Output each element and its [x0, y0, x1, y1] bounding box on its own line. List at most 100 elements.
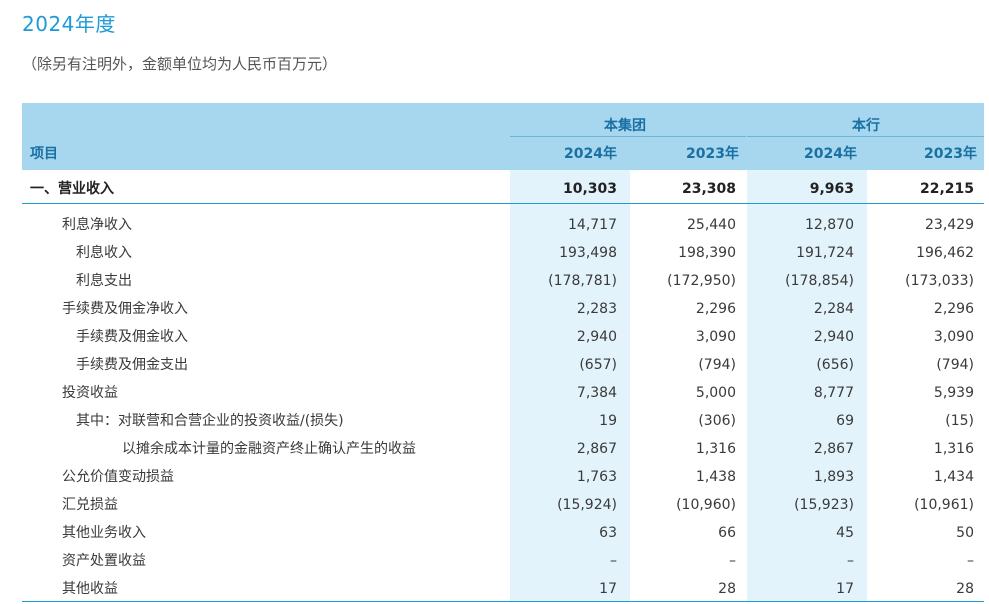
cell-value: 3,090 [933, 329, 974, 345]
cell-value: 28 [956, 581, 974, 597]
table-row: 手续费及佣金支出 (657) (794) (656) (794) [22, 351, 984, 379]
unit-note: （除另有注明外，金额单位均为人民币百万元） [22, 55, 338, 73]
row-label: 资产处置收益 [62, 553, 146, 569]
cell-value: 10,303 [562, 181, 617, 197]
cell-value: 28 [718, 581, 736, 597]
cell-value: 7,384 [576, 385, 617, 401]
cell-value: 9,963 [809, 181, 854, 197]
row-label: 利息支出 [76, 273, 132, 289]
table-row: 公允价值变动损益 1,763 1,438 1,893 1,434 [22, 463, 984, 491]
cell-value: 19 [599, 413, 617, 429]
group-2024-highlight [510, 103, 630, 601]
cell-value: 1,763 [576, 469, 617, 485]
cell-value: 196,462 [916, 245, 974, 261]
row-label: 其他业务收入 [62, 525, 146, 541]
row-label: 手续费及佣金净收入 [62, 301, 188, 317]
row-label: 利息收入 [76, 245, 132, 261]
cell-value: 198,390 [678, 245, 736, 261]
row-label: 一、营业收入 [30, 181, 114, 197]
cell-value: 5,000 [695, 385, 736, 401]
group-divider [510, 136, 746, 137]
cell-value: 193,498 [559, 245, 617, 261]
cell-value: 1,438 [695, 469, 736, 485]
table-row: 一、营业收入 10,303 23,308 9,963 22,215 [22, 175, 984, 203]
cell-value: 45 [836, 525, 854, 541]
top-rule [22, 203, 984, 204]
cell-value: (172,950) [667, 273, 736, 289]
table-row: 投资收益 7,384 5,000 8,777 5,939 [22, 379, 984, 407]
cell-value: 1,316 [933, 441, 974, 457]
cell-value: 22,215 [919, 181, 974, 197]
header-bank-2024: 2024年 [804, 146, 857, 162]
cell-value: 1,893 [813, 469, 854, 485]
table-row: 手续费及佣金收入 2,940 3,090 2,940 3,090 [22, 323, 984, 351]
table-row: 手续费及佣金净收入 2,283 2,296 2,284 2,296 [22, 295, 984, 323]
row-label: 其他收益 [62, 581, 118, 597]
cell-value: 5,939 [933, 385, 974, 401]
table-row: 汇兑损益 (15,924) (10,960) (15,923) (10,961) [22, 491, 984, 519]
cell-value: 191,724 [796, 245, 854, 261]
cell-value: (794) [698, 357, 736, 373]
cell-value: (173,033) [905, 273, 974, 289]
bank-divider [747, 136, 984, 137]
header-group-2023: 2023年 [686, 146, 739, 162]
cell-value: 23,308 [681, 181, 736, 197]
cell-value: (794) [936, 357, 974, 373]
cell-value: (178,854) [785, 273, 854, 289]
cell-value: 2,867 [576, 441, 617, 457]
cell-value: (15,923) [794, 497, 854, 513]
table-row: 其他收益 17 28 17 28 [22, 575, 984, 603]
cell-value: 66 [718, 525, 736, 541]
row-label: 手续费及佣金收入 [76, 329, 188, 345]
cell-value: – [729, 553, 736, 569]
cell-value: 1,316 [695, 441, 736, 457]
cell-value: – [610, 553, 617, 569]
cell-value: 17 [599, 581, 617, 597]
cell-value: (306) [698, 413, 736, 429]
cell-value: 2,940 [813, 329, 854, 345]
bank-2024-highlight [747, 103, 867, 601]
cell-value: (10,961) [914, 497, 974, 513]
table-header: 本集团 本行 项目 2024年 2023年 2024年 2023年 [22, 103, 984, 170]
cell-value: 3,090 [695, 329, 736, 345]
table-row: 资产处置收益 – – – – [22, 547, 984, 575]
table-row: 利息收入 193,498 198,390 191,724 196,462 [22, 239, 984, 267]
table-row: 以摊余成本计量的金融资产终止确认产生的收益 2,867 1,316 2,867 1,31… [22, 435, 984, 463]
cell-value: 1,434 [933, 469, 974, 485]
bottom-rule [22, 601, 984, 602]
cell-value: – [847, 553, 854, 569]
cell-value: 2,867 [813, 441, 854, 457]
row-label: 汇兑损益 [62, 497, 118, 513]
row-label: 其中：对联营和合营企业的投资收益/(损失) [76, 413, 344, 429]
cell-value: 69 [836, 413, 854, 429]
header-bank-2023: 2023年 [924, 146, 977, 162]
header-group-2024: 2024年 [564, 146, 617, 162]
page-title: 2024年度 [22, 12, 116, 36]
row-label: 利息净收入 [62, 217, 132, 233]
cell-value: (10,960) [676, 497, 736, 513]
row-label: 以摊余成本计量的金融资产终止确认产生的收益 [122, 441, 416, 457]
cell-value: (178,781) [548, 273, 617, 289]
cell-value: 2,296 [933, 301, 974, 317]
cell-value: – [967, 553, 974, 569]
row-label: 投资收益 [62, 385, 118, 401]
cell-value: (15,924) [557, 497, 617, 513]
cell-value: 8,777 [813, 385, 854, 401]
header-item: 项目 [30, 146, 58, 162]
cell-value: 2,296 [695, 301, 736, 317]
header-group: 本集团 [604, 118, 646, 134]
cell-value: (15) [945, 413, 974, 429]
header-bank: 本行 [852, 118, 880, 134]
cell-value: 12,870 [805, 217, 854, 233]
cell-value: 2,940 [576, 329, 617, 345]
row-label: 手续费及佣金支出 [76, 357, 188, 373]
cell-value: 2,283 [576, 301, 617, 317]
cell-value: (656) [816, 357, 854, 373]
cell-value: 17 [836, 581, 854, 597]
table-row: 利息净收入 14,717 25,440 12,870 23,429 [22, 211, 984, 239]
row-label: 公允价值变动损益 [62, 469, 174, 485]
cell-value: (657) [579, 357, 617, 373]
table-row: 其他业务收入 63 66 45 50 [22, 519, 984, 547]
cell-value: 25,440 [687, 217, 736, 233]
cell-value: 63 [599, 525, 617, 541]
